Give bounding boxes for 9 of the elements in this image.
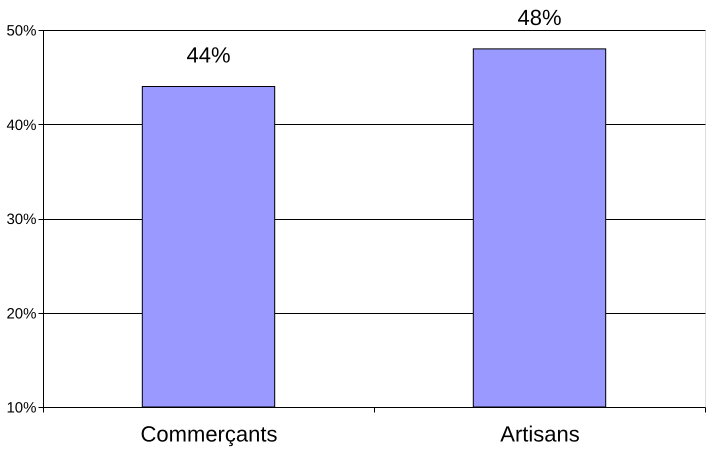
data-label: 44%	[186, 42, 231, 68]
x-tick-label: Artisans	[500, 422, 580, 446]
y-tick-label: 30%	[6, 211, 36, 228]
y-tick-label: 40%	[6, 116, 36, 134]
y-tick-label: 50%	[6, 22, 36, 40]
data-label: 48%	[517, 4, 562, 30]
y-tick-label: 20%	[6, 305, 36, 322]
x-tick-label: Commerçants	[140, 422, 278, 446]
y-tick-label: 10%	[6, 400, 36, 416]
